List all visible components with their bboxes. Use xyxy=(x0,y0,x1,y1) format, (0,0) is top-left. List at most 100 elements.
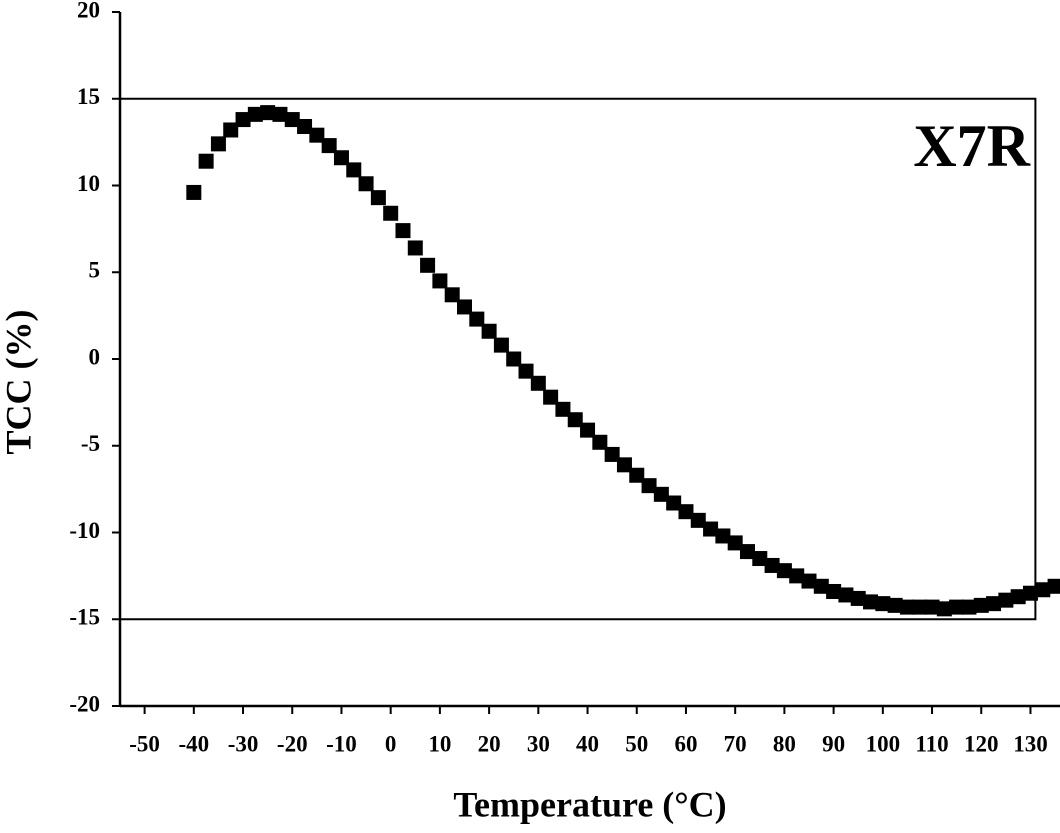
point xyxy=(284,112,300,128)
y-tick-label: -20 xyxy=(69,691,100,716)
point xyxy=(518,363,534,379)
point xyxy=(776,563,792,579)
point xyxy=(457,299,473,315)
point xyxy=(690,512,706,528)
point xyxy=(678,504,694,520)
point xyxy=(949,599,965,615)
x-tick-label: -40 xyxy=(178,731,209,756)
point xyxy=(395,223,411,239)
y-tick-label: -5 xyxy=(81,431,100,456)
point xyxy=(899,599,915,615)
point xyxy=(1022,585,1038,601)
point xyxy=(444,287,460,303)
point xyxy=(986,596,1002,612)
x-tick-label: -10 xyxy=(326,731,357,756)
limit-box xyxy=(119,97,1037,621)
point xyxy=(801,573,817,589)
y-tick-label: 20 xyxy=(77,0,100,22)
x-tick-label: -50 xyxy=(129,731,160,756)
x-tick-label: 130 xyxy=(1013,731,1048,756)
point xyxy=(727,535,743,551)
point xyxy=(198,153,214,169)
y-tick-label: -10 xyxy=(69,518,100,543)
point xyxy=(850,590,866,606)
y-axis-title: TCC (%) xyxy=(0,310,38,455)
point xyxy=(936,601,952,617)
point xyxy=(432,273,448,289)
point xyxy=(420,257,436,273)
point xyxy=(297,119,313,135)
point xyxy=(764,557,780,573)
point xyxy=(309,127,325,143)
y-tick-label: -15 xyxy=(69,605,100,630)
point xyxy=(666,495,682,511)
point xyxy=(481,323,497,339)
x-tick-label: 30 xyxy=(527,731,550,756)
point xyxy=(186,184,202,200)
x-tick-label: 80 xyxy=(773,731,796,756)
point xyxy=(715,528,731,544)
point xyxy=(752,551,768,567)
point xyxy=(493,337,509,353)
x-tick-label: 10 xyxy=(428,731,451,756)
x-tick-label: -20 xyxy=(277,731,308,756)
point xyxy=(555,401,571,417)
point xyxy=(567,412,583,428)
point xyxy=(383,205,399,221)
point xyxy=(875,596,891,612)
point xyxy=(703,521,719,537)
point xyxy=(961,599,977,615)
y-tick-label: 15 xyxy=(77,84,100,109)
y-tick-label: 0 xyxy=(89,344,101,369)
point xyxy=(272,106,288,122)
point xyxy=(592,434,608,450)
point xyxy=(469,311,485,327)
point xyxy=(370,190,386,206)
point xyxy=(530,375,546,391)
point xyxy=(346,162,362,178)
point xyxy=(210,136,226,152)
point xyxy=(616,457,632,473)
x-tick-label: 100 xyxy=(866,731,901,756)
point xyxy=(838,587,854,603)
x-tick-label: 50 xyxy=(625,731,648,756)
x-tick-label: 70 xyxy=(724,731,747,756)
x-tick-label: 110 xyxy=(915,731,948,756)
point xyxy=(887,597,903,613)
point xyxy=(235,112,251,128)
x-tick-label: -30 xyxy=(228,731,259,756)
point xyxy=(604,446,620,462)
x-tick-label: 60 xyxy=(674,731,697,756)
point xyxy=(641,478,657,494)
point xyxy=(912,599,928,615)
point xyxy=(1035,582,1051,598)
point xyxy=(333,150,349,166)
point xyxy=(973,597,989,613)
point xyxy=(629,467,645,483)
point xyxy=(321,138,337,154)
point xyxy=(789,568,805,584)
point xyxy=(653,486,669,502)
point xyxy=(260,105,276,121)
y-tick-label: 5 xyxy=(89,258,101,283)
point xyxy=(543,389,559,405)
point xyxy=(813,578,829,594)
point xyxy=(247,106,263,122)
x-axis-title: Temperature (°C) xyxy=(453,784,726,824)
x-tick-label: 20 xyxy=(478,731,501,756)
x-tick-label: 90 xyxy=(822,731,845,756)
point xyxy=(506,351,522,367)
point xyxy=(739,544,755,560)
point xyxy=(580,422,596,438)
annotation: X7R xyxy=(913,113,1030,179)
x-tick-label: 0 xyxy=(385,731,397,756)
point xyxy=(407,240,423,256)
point xyxy=(1010,589,1026,605)
point xyxy=(998,592,1014,608)
point xyxy=(358,176,374,192)
x-tick-label: 40 xyxy=(576,731,599,756)
point xyxy=(924,599,940,615)
point xyxy=(863,594,879,610)
y-tick-label: 10 xyxy=(77,171,100,196)
